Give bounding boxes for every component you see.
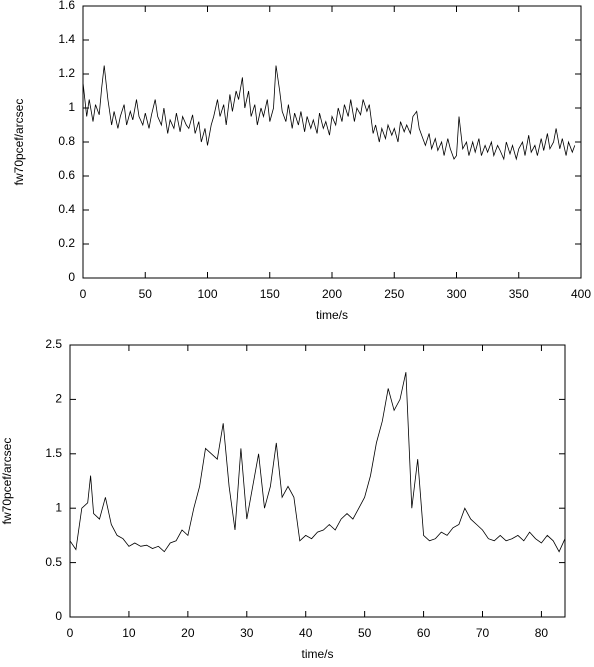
y-axis-label: fw70pcef/arcsec [12,99,26,186]
x-axis-label: time/s [301,647,333,661]
x-tick-label: 20 [181,626,195,640]
x-tick-label: 40 [299,626,313,640]
y-tick-label: 1 [68,100,75,114]
y-tick-label: 0.8 [58,134,75,148]
y-tick-label: 2.5 [45,337,62,351]
x-tick-label: 70 [476,626,490,640]
y-tick-label: 0 [68,270,75,284]
y-tick-label: 0.6 [58,168,75,182]
x-tick-label: 0 [80,287,87,301]
x-tick-label: 150 [260,287,280,301]
data-line [69,372,566,553]
x-tick-label: 300 [446,287,466,301]
x-tick-label: 200 [322,287,342,301]
x-tick-label: 0 [67,626,74,640]
y-tick-label: 1.6 [58,0,75,12]
y-tick-label: 0.5 [45,555,62,569]
x-tick-label: 50 [139,287,153,301]
x-tick-label: 10 [122,626,136,640]
y-axis-label: fw70pcef/arcsec [0,438,14,525]
y-tick-label: 2 [55,392,62,406]
x-tick-label: 250 [384,287,404,301]
x-tick-label: 400 [571,287,591,301]
y-tick-label: 1.5 [45,446,62,460]
plot-frame [69,344,566,618]
x-tick-label: 80 [535,626,549,640]
y-tick-label: 0.4 [58,202,75,216]
y-tick-label: 1.2 [58,66,75,80]
y-tick-label: 1.4 [58,32,75,46]
y-tick-label: 0 [55,609,62,623]
x-axis-label: time/s [316,308,348,322]
y-tick-label: 0.2 [58,236,75,250]
x-tick-label: 350 [509,287,529,301]
data-line [82,65,576,161]
plot-frame [82,5,582,279]
x-tick-label: 50 [358,626,372,640]
x-tick-label: 60 [417,626,431,640]
x-tick-label: 30 [240,626,254,640]
y-tick-label: 1 [55,500,62,514]
x-tick-label: 100 [197,287,217,301]
